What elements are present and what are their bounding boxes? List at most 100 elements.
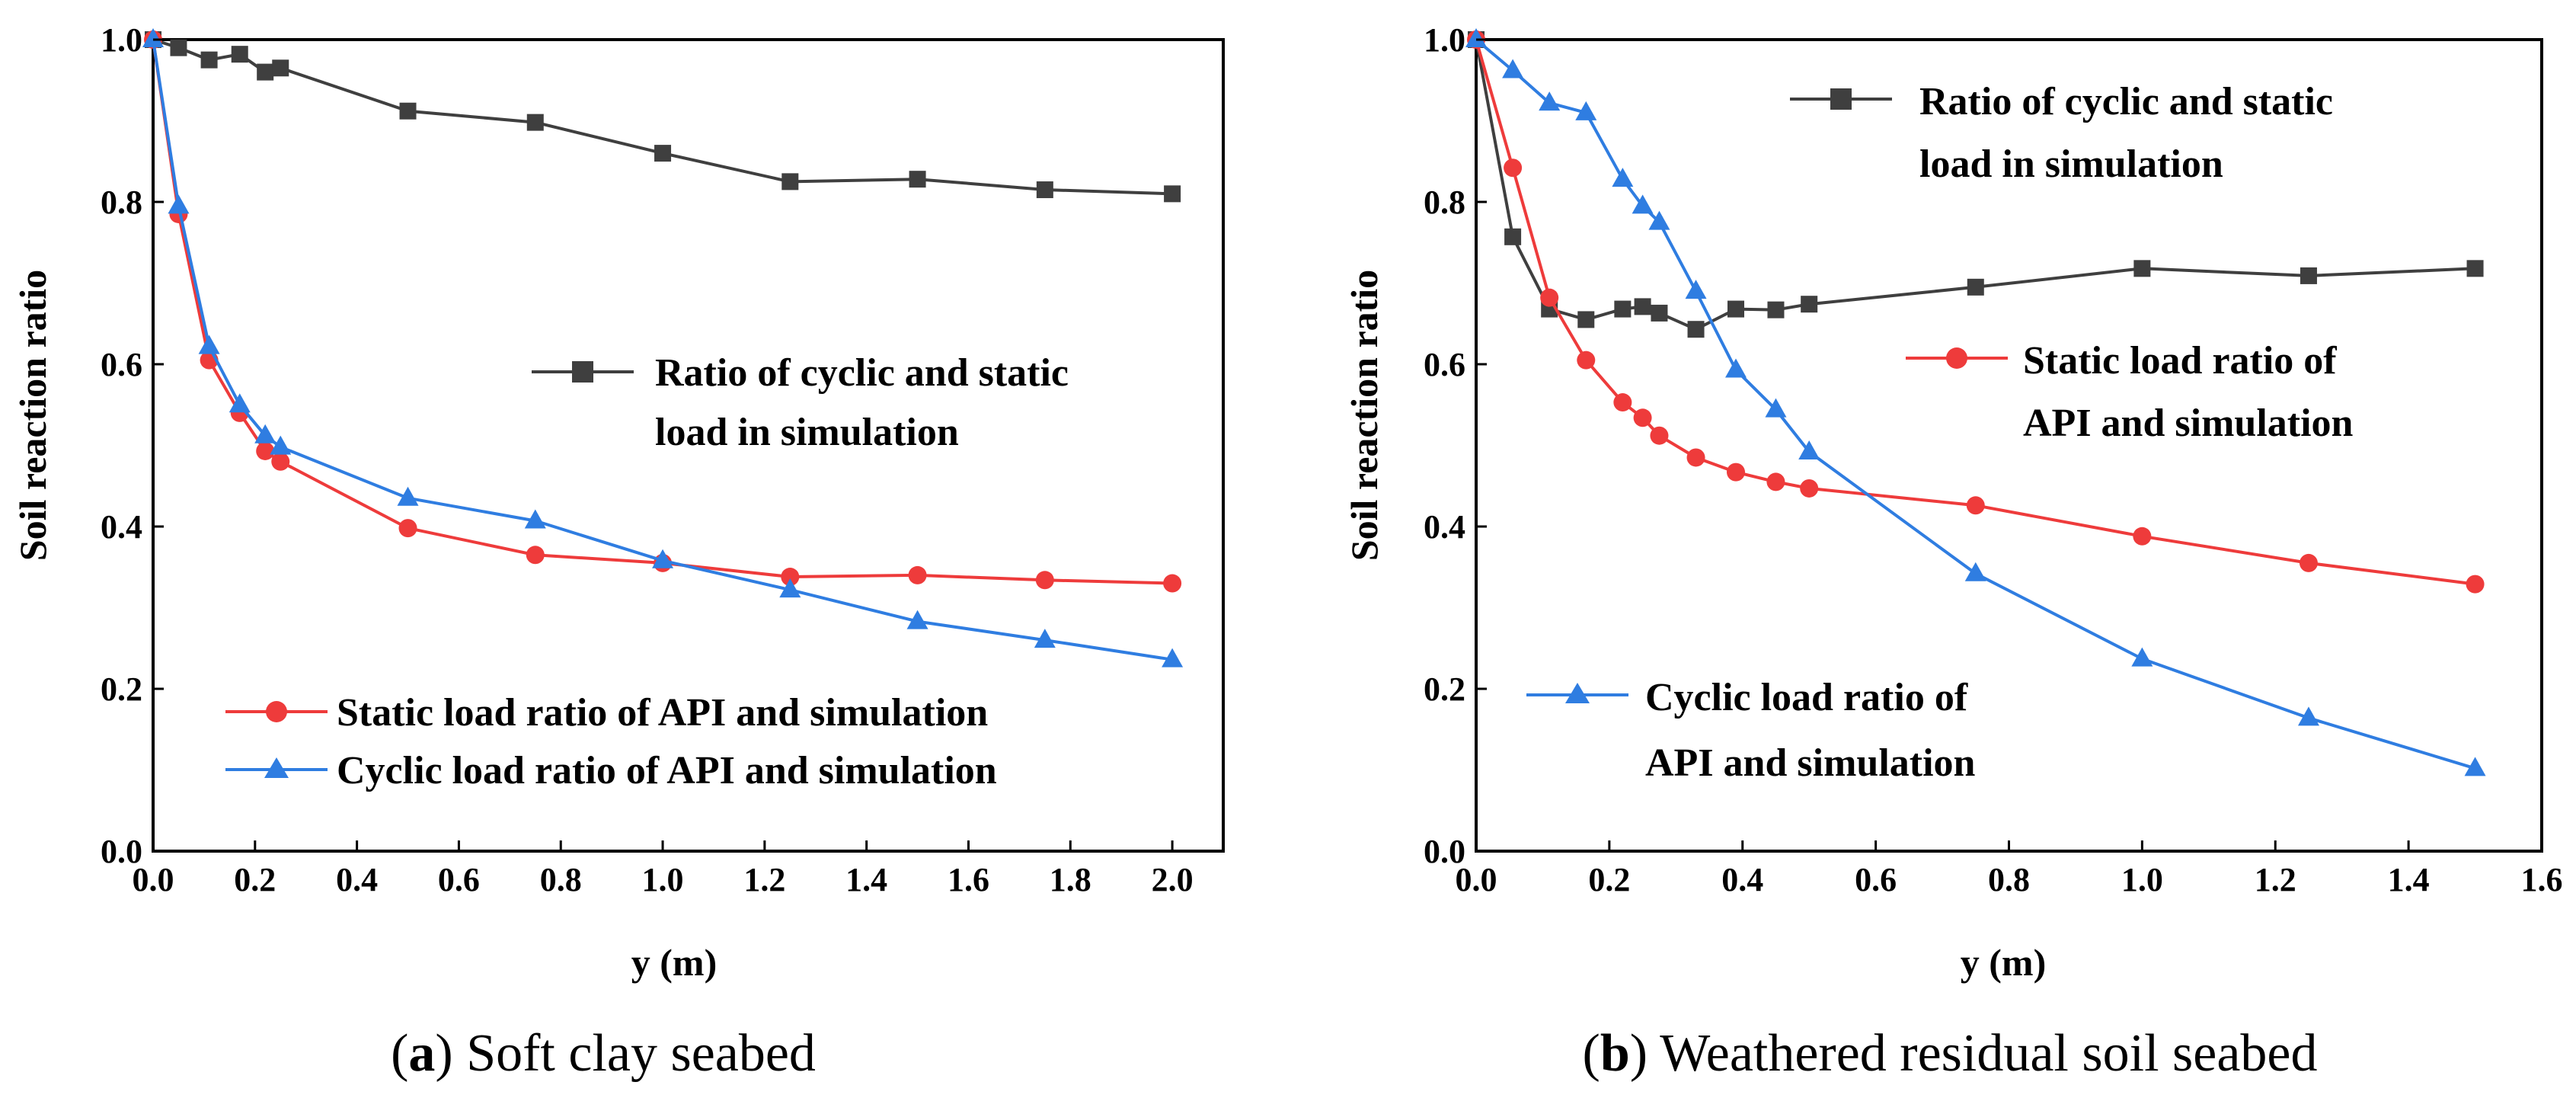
panel-b-square-point bbox=[1651, 304, 1668, 322]
panel-a-y-tick-label: 0.0 bbox=[101, 833, 142, 870]
panel-a-axes-frame bbox=[152, 38, 1225, 853]
panel-a-triangle-point bbox=[397, 486, 419, 506]
panel-b-square-point bbox=[2300, 267, 2317, 284]
panel-a-legend-ratio-label-line1: Ratio of cyclic and static bbox=[655, 351, 1069, 395]
panel-b-square-point bbox=[1614, 300, 1632, 318]
panel-a-x-tick-label: 0.0 bbox=[133, 861, 174, 898]
panel-b-x-tick-label: 0.6 bbox=[1855, 861, 1897, 898]
panel-b-x-tick-label: 1.0 bbox=[2121, 861, 2163, 898]
panel-b-square-point bbox=[1767, 301, 1785, 319]
panel-b-triangle-point bbox=[2464, 757, 2486, 776]
panel-a-y-tick-label: 0.8 bbox=[101, 184, 142, 221]
panel-b-x-tick-label: 0.2 bbox=[1588, 861, 1630, 898]
panel-b-y-tick-label: 0.8 bbox=[1424, 184, 1465, 221]
panel-b-legend-static-marker bbox=[1946, 347, 1967, 369]
panel-a-legend-ratio: Ratio of cyclic and static load in simul… bbox=[532, 351, 1069, 454]
panel-b-legend-ratio-label-line2: load in simulation bbox=[1919, 142, 2223, 186]
panel-b-square-point bbox=[2133, 260, 2151, 277]
panel-a-triangle-point bbox=[254, 424, 276, 443]
panel-b-square-point bbox=[2466, 260, 2484, 277]
panel-b-legend-cyclic-label-line1: Cyclic load ratio of bbox=[1645, 676, 1968, 719]
panel-a-square-point bbox=[1164, 185, 1181, 203]
panel-b-y-tick-label: 1.0 bbox=[1424, 21, 1465, 59]
panel-b-x-tick-label: 1.2 bbox=[2255, 861, 2296, 898]
panel-b-circle-point bbox=[1686, 448, 1705, 467]
panel-a-y-axis-title: Soil reaction ratio bbox=[11, 270, 54, 561]
panel-a-legend-ratio-marker bbox=[572, 361, 593, 383]
panel-b-triangle-point bbox=[1539, 91, 1561, 111]
panel-b-x-tick-label: 1.4 bbox=[2388, 861, 2430, 898]
panel-a-square-point bbox=[526, 114, 544, 131]
panel-b-triangle-point bbox=[1964, 562, 1986, 581]
panel-b-y-tick-label: 0.6 bbox=[1424, 346, 1465, 383]
panel-a-legend-static-label: Static load ratio of API and simulation bbox=[337, 691, 988, 735]
panel-a-legend-cyclic-label: Cyclic load ratio of API and simulation bbox=[337, 749, 997, 792]
panel-a-x-tick-label: 0.2 bbox=[234, 861, 276, 898]
panel-a-triangle-point bbox=[524, 509, 546, 529]
panel-a-x-tick-label: 1.2 bbox=[743, 861, 785, 898]
panel-b-legend-static-label-line2: API and simulation bbox=[2023, 402, 2354, 445]
panel-b-y-tick-label: 0.0 bbox=[1424, 833, 1465, 870]
panel-a-circle-point bbox=[526, 546, 545, 565]
panel-b-triangle-point bbox=[1798, 440, 1820, 460]
panel-a-square-point bbox=[654, 145, 672, 162]
panel-a-ticks: 0.0 0.2 0.4 0.6 0.8 1.0 1.2 1.4 1.6 1.8 2.0 0.0 0.2 0… bbox=[101, 21, 1194, 898]
panel-b-circle-point bbox=[2133, 527, 2152, 546]
panel-a-legend-static: Static load ratio of API and simulation bbox=[225, 691, 988, 735]
panel-a-legend-cyclic: Cyclic load ratio of API and simulation bbox=[225, 749, 997, 792]
panel-a-legend-cyclic-marker bbox=[264, 757, 289, 778]
panel-b-circle-point bbox=[1613, 393, 1632, 412]
panel-a-square-point bbox=[170, 39, 187, 56]
panel-a-square-point bbox=[200, 51, 218, 69]
panel-a-caption: (a) Soft clay seabed bbox=[391, 1024, 816, 1083]
panel-a-triangle-point bbox=[1162, 648, 1184, 667]
panel-b-ticks: 0.0 0.2 0.4 0.6 0.8 1.0 1.2 1.4 1.6 0.0 0.2 0.4 0.6 0… bbox=[1424, 21, 2563, 898]
panel-a-legend-static-marker bbox=[266, 701, 287, 722]
panel-b-square-point bbox=[1504, 228, 1522, 245]
panel-a-x-tick-label: 0.6 bbox=[438, 861, 480, 898]
panel-a-circle-point bbox=[271, 452, 290, 471]
panel-a-triangle-point bbox=[142, 28, 164, 47]
panel-b-legend-cyclic-marker bbox=[1565, 683, 1590, 703]
panel-b-circle-point bbox=[2466, 575, 2485, 594]
panel-a-plot-frame bbox=[152, 38, 1225, 853]
panel-b-triangle-point bbox=[1612, 168, 1634, 187]
panel-a-y-tick-label: 1.0 bbox=[101, 21, 142, 59]
panel-a-x-tick-label: 1.6 bbox=[948, 861, 989, 898]
panel-b-legend-ratio-label-line1: Ratio of cyclic and static bbox=[1919, 80, 2333, 123]
panel-a-triangle-point bbox=[1034, 629, 1056, 648]
panel-a-x-tick-label: 1.0 bbox=[642, 861, 684, 898]
panel-a-square-point bbox=[272, 59, 289, 77]
panel-b-circle-point bbox=[1766, 472, 1785, 491]
panel-b-circle-point bbox=[2299, 553, 2318, 572]
panel-b-x-tick-label: 1.6 bbox=[2521, 861, 2563, 898]
panel-a-circle-point bbox=[908, 565, 927, 584]
panel-b-square-point bbox=[1687, 321, 1705, 338]
panel-b-caption-letter: b bbox=[1600, 1024, 1630, 1083]
panel-b-triangle-point bbox=[1765, 398, 1787, 418]
panel-b-triangle-point bbox=[1502, 59, 1524, 78]
panel-b-triangle-point bbox=[1685, 280, 1707, 299]
panel-b-triangle-point bbox=[1648, 210, 1670, 230]
panel-a-square-point bbox=[1036, 181, 1053, 199]
panel-b-circle-point bbox=[1540, 288, 1559, 307]
panel-b-y-tick-label: 0.4 bbox=[1424, 508, 1465, 546]
panel-a-y-tick-label: 0.6 bbox=[101, 346, 142, 383]
panel-b-x-axis-title: y (m) bbox=[1961, 941, 2046, 984]
panel-a-x-tick-label: 0.4 bbox=[336, 861, 378, 898]
panel-b-circle-point bbox=[1650, 426, 1669, 445]
panel-a-triangle-point bbox=[198, 335, 220, 354]
panel-b-circle-point bbox=[1577, 351, 1596, 370]
panel-b-legend-ratio: Ratio of cyclic and static load in simul… bbox=[1790, 80, 2333, 186]
panel-a-circle-point bbox=[256, 441, 275, 460]
panel-b-triangle-point bbox=[1575, 101, 1597, 120]
panel-a-x-axis-title: y (m) bbox=[631, 941, 717, 984]
panel-b-square-point bbox=[1967, 278, 1984, 296]
panel-b-x-tick-label: 0.8 bbox=[1988, 861, 2030, 898]
panel-a-triangle-point bbox=[168, 194, 190, 214]
panel-b-legend-ratio-marker bbox=[1830, 88, 1852, 110]
panel-b-legend-static-label-line1: Static load ratio of bbox=[2023, 339, 2337, 383]
panel-b-y-tick-label: 0.2 bbox=[1424, 671, 1465, 708]
panel-a-square-point bbox=[399, 102, 417, 120]
panel-b-legend-cyclic: Cyclic load ratio of API and simulation bbox=[1526, 676, 1976, 785]
